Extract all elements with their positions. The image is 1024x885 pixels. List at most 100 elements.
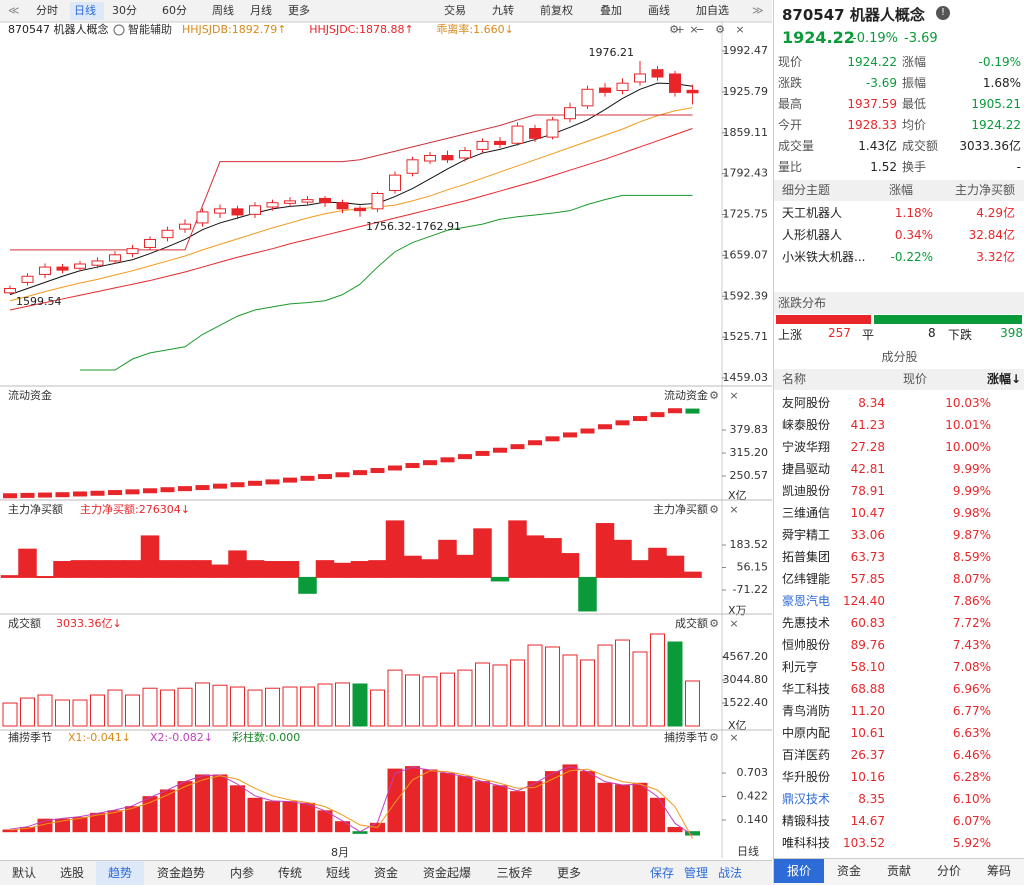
panel-icon[interactable]: ⚙ [709, 731, 719, 744]
action-button[interactable]: 管理 [683, 866, 708, 880]
stock-name[interactable]: 鼎汉技术 [782, 792, 831, 806]
stock-name[interactable]: 拓普集团 [782, 550, 831, 564]
bar [387, 669, 403, 727]
period-tab[interactable]: 更多 [288, 3, 310, 17]
tool-button[interactable]: 前复权 [540, 3, 573, 17]
stock-name[interactable]: 凯迪股份 [782, 484, 831, 498]
action-button[interactable]: 战法 [717, 866, 742, 880]
stock-row: 拓普集团 63.73 8.59% [774, 546, 1024, 568]
change: -3.69 [904, 31, 938, 46]
stock-name[interactable]: 青鸟消防 [782, 704, 831, 718]
stock-name[interactable]: 友阿股份 [782, 396, 831, 410]
right-tab[interactable]: 贡献 [886, 864, 911, 878]
theme-name[interactable]: 天工机器人 [782, 206, 843, 220]
stock-name[interactable]: 华升股份 [782, 770, 831, 784]
right-tab[interactable]: 分价 [936, 864, 961, 878]
flow-mark [580, 428, 595, 434]
stock-row: 百洋医药 26.37 6.46% [774, 744, 1024, 766]
panel-icon[interactable]: × [729, 389, 738, 402]
stock-name[interactable]: 亿纬锂能 [782, 572, 831, 586]
stock-name[interactable]: 唯科科技 [782, 836, 831, 850]
quote-value: 1905.21 [971, 97, 1021, 111]
theme-name[interactable]: 人形机器人 [782, 228, 843, 242]
stock-name[interactable]: 舜宇精工 [782, 528, 831, 542]
period-tab[interactable]: 分时 [36, 4, 58, 17]
panel-icon[interactable]: − [695, 23, 704, 36]
bar [107, 689, 123, 727]
bottom-tab[interactable]: 内参 [229, 866, 254, 880]
stock-row: 友阿股份 8.34 10.03% [774, 392, 1024, 414]
bottom-tab[interactable]: 更多 [556, 866, 581, 880]
stock-name[interactable]: 三维通信 [782, 506, 831, 520]
candle-body [91, 260, 104, 266]
bottom-tab[interactable]: 趋势 [96, 861, 144, 885]
bar [282, 801, 298, 833]
bottom-tab[interactable]: 默认 [11, 866, 36, 880]
period-tab[interactable]: 30分 [112, 4, 137, 17]
stock-row: 唯科科技 103.52 5.92% [774, 832, 1024, 854]
bar [125, 694, 140, 727]
tool-button[interactable]: 画线 [648, 3, 670, 17]
panel-icon[interactable]: × [735, 23, 744, 36]
bar [405, 674, 420, 727]
panel-icon[interactable]: ⚙ [669, 23, 679, 36]
theme-name[interactable]: 小米铁大机器... [782, 250, 866, 264]
panel-icon[interactable]: × [689, 23, 698, 36]
candle-body [546, 119, 559, 138]
panel-icon[interactable]: × [729, 617, 738, 630]
action-button[interactable]: 保存 [649, 866, 674, 880]
stock-name[interactable]: 百洋医药 [782, 748, 831, 762]
period-tab[interactable]: 月线 [250, 3, 272, 17]
stock-name[interactable]: 中原内配 [782, 726, 831, 740]
stock-name[interactable]: 宁波华翔 [782, 440, 831, 454]
stock-row: 精锻科技 14.67 6.07% [774, 810, 1024, 832]
stock-pct: 5.92% [952, 836, 991, 850]
right-tab[interactable]: 筹码 [986, 864, 1011, 878]
tool-button[interactable]: 九转 [492, 3, 514, 17]
flow-mark [335, 472, 350, 478]
bottom-tab[interactable]: 传统 [277, 866, 302, 880]
column-header: 涨幅 [888, 183, 913, 197]
bottom-tab[interactable]: 资金 [373, 866, 398, 880]
stock-price: 57.85 [850, 572, 885, 586]
bottom-tab[interactable]: 选股 [59, 866, 84, 880]
panel-icon[interactable]: × [729, 503, 738, 516]
stock-name[interactable]: 利元亨 [782, 660, 819, 674]
bottom-tab[interactable]: 资金起爆 [422, 866, 471, 880]
right-tab[interactable]: 报价 [774, 859, 824, 883]
icon[interactable]: ≫ [752, 4, 764, 17]
icon[interactable]: ≪ [8, 4, 20, 17]
right-tab[interactable]: 资金 [836, 864, 861, 878]
panel-icon[interactable]: + [675, 23, 684, 36]
bar [280, 561, 300, 578]
stock-name[interactable]: 捷昌驱动 [782, 462, 831, 476]
bottom-tab[interactable]: 资金趋势 [156, 866, 205, 880]
stock-name[interactable]: 恒帅股份 [782, 638, 831, 652]
bar [300, 686, 315, 727]
panel-icon[interactable]: ⚙ [709, 503, 719, 516]
panel-icon[interactable]: ⚙ [709, 389, 719, 402]
stock-name[interactable]: 精锻科技 [782, 814, 831, 828]
tool-button[interactable]: 交易 [444, 3, 466, 17]
period-tab[interactable]: 60分 [162, 4, 187, 17]
panel-icon[interactable]: × [729, 731, 738, 744]
panel-title-right: 捕捞季节 [664, 730, 708, 744]
bottom-tab[interactable]: 三板斧 [496, 866, 533, 880]
period-tab[interactable]: 周线 [212, 3, 234, 17]
tool-button[interactable]: 叠加 [600, 4, 622, 17]
stock-name[interactable]: 先惠技术 [782, 616, 831, 630]
period-tab[interactable]: 日线 [74, 3, 96, 17]
stock-price: 42.81 [850, 462, 885, 476]
panel-icon[interactable]: ⚙ [709, 617, 719, 630]
stock-name[interactable]: 豪恩汽电 [782, 594, 831, 608]
bar [525, 535, 545, 578]
bar [352, 683, 368, 727]
stock-name[interactable]: 华工科技 [782, 682, 831, 696]
tool-button[interactable]: 加自选 [696, 4, 729, 17]
bottom-tab[interactable]: 短线 [325, 866, 350, 880]
column-header[interactable]: 涨幅↓ [986, 372, 1021, 386]
stock-pct: 9.99% [952, 484, 991, 498]
stock-name[interactable]: 崃泰股份 [782, 418, 831, 432]
bar [527, 644, 543, 727]
panel-icon[interactable]: ⚙ [715, 23, 725, 36]
